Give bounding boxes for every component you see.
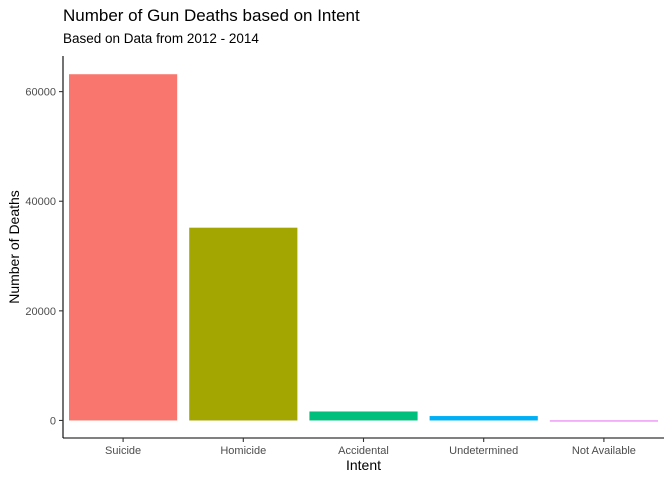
x-axis-ticks: Suicide Homicide Accidental Undetermined Not…: [105, 438, 636, 457]
y-tick-label: 60000: [25, 87, 56, 99]
bars-group: [69, 74, 658, 422]
x-tick-label: Undetermined: [449, 445, 518, 457]
chart-title: Number of Gun Deaths based on Intent: [63, 6, 360, 25]
y-axis-ticks: 0 20000 40000 60000: [25, 87, 63, 427]
chart-subtitle: Based on Data from 2012 - 2014: [63, 31, 259, 46]
y-tick-label: 0: [50, 415, 56, 427]
bar-not-available: [549, 420, 658, 422]
x-axis-title: Intent: [346, 457, 381, 473]
x-tick-label: Homicide: [220, 445, 266, 457]
y-tick-label: 20000: [25, 306, 56, 318]
bar-undetermined: [429, 416, 538, 421]
bar-accidental: [309, 411, 418, 421]
x-tick-label: Not Available: [572, 445, 636, 457]
bar-suicide: [69, 74, 178, 421]
y-tick-label: 40000: [25, 196, 56, 208]
y-axis-title: Number of Deaths: [6, 190, 22, 304]
x-tick-label: Accidental: [338, 445, 389, 457]
x-tick-label: Suicide: [105, 445, 141, 457]
bar-homicide: [189, 227, 298, 421]
